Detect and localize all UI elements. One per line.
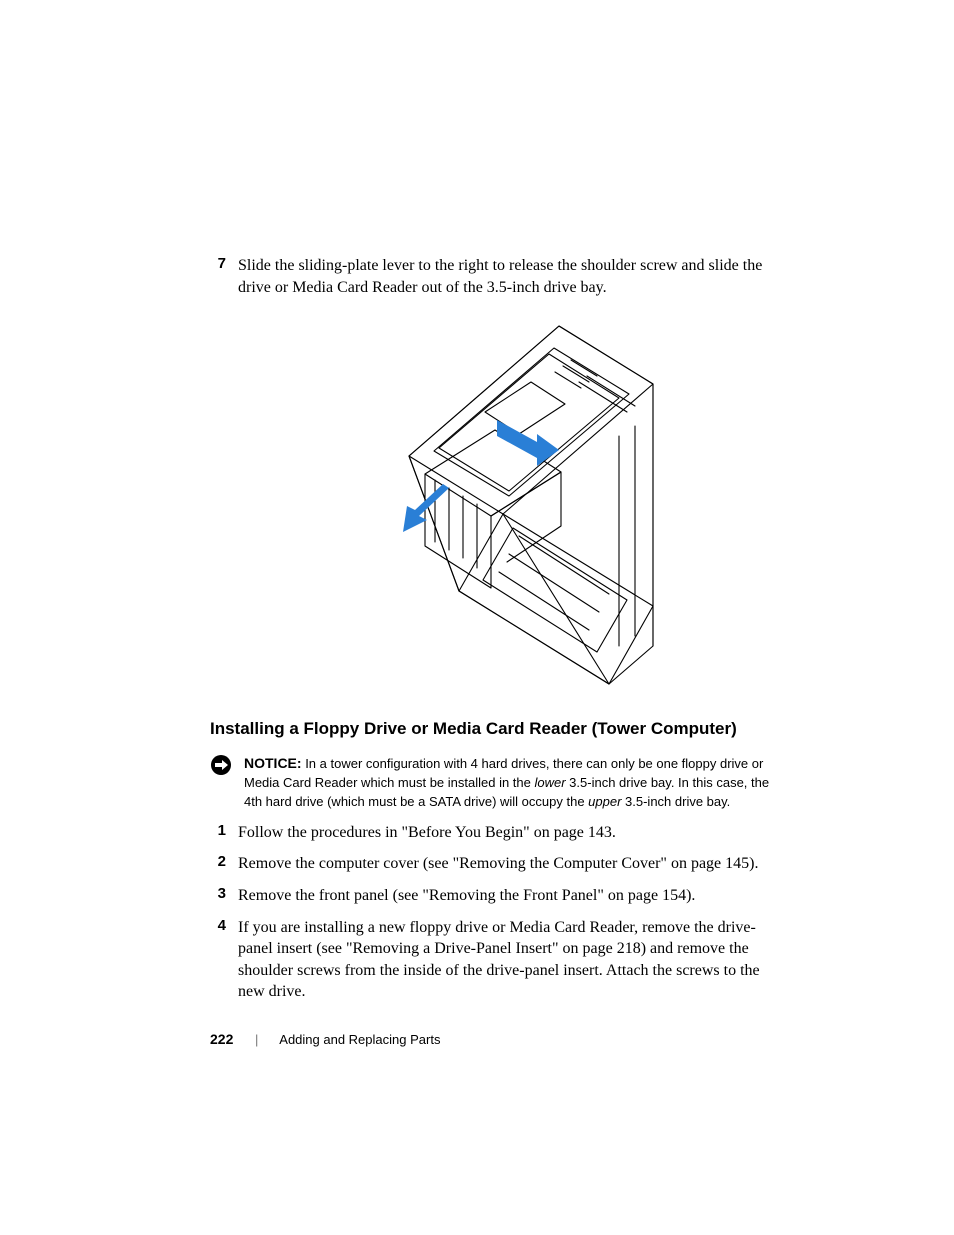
notice-italic-upper: upper	[588, 794, 621, 809]
step-3: 3Remove the front panel (see "Removing t…	[210, 885, 784, 907]
step-text: Slide the sliding-plate lever to the rig…	[238, 255, 784, 298]
step-1: 1Follow the procedures in "Before You Be…	[210, 822, 784, 844]
step-text: Remove the front panel (see "Removing th…	[238, 885, 784, 907]
footer-section-title: Adding and Replacing Parts	[279, 1032, 440, 1047]
notice-text: NOTICE: In a tower configuration with 4 …	[240, 753, 784, 812]
step-text: If you are installing a new floppy drive…	[238, 917, 784, 1003]
notice-block: NOTICE: In a tower configuration with 4 …	[210, 753, 784, 812]
notice-part-3: 3.5-inch drive bay.	[621, 794, 730, 809]
step-text: Remove the computer cover (see "Removing…	[238, 853, 784, 875]
step-number: 1	[210, 822, 238, 844]
section-heading: Installing a Floppy Drive or Media Card …	[210, 719, 784, 739]
step-2: 2Remove the computer cover (see "Removin…	[210, 853, 784, 875]
footer-separator: |	[255, 1032, 258, 1047]
page-footer: 222 | Adding and Replacing Parts	[210, 1031, 440, 1047]
figure-drive-bay	[210, 316, 784, 691]
notice-icon	[210, 753, 240, 812]
notice-italic-lower: lower	[534, 775, 565, 790]
step-4: 4If you are installing a new floppy driv…	[210, 917, 784, 1003]
notice-label: NOTICE:	[244, 755, 302, 771]
step-number: 2	[210, 853, 238, 875]
step-number: 3	[210, 885, 238, 907]
step-number: 7	[210, 255, 238, 298]
illustration-svg	[339, 316, 655, 686]
step-7: 7 Slide the sliding-plate lever to the r…	[210, 255, 784, 298]
manual-page: 7 Slide the sliding-plate lever to the r…	[0, 0, 954, 1235]
step-text: Follow the procedures in "Before You Beg…	[238, 822, 784, 844]
page-number: 222	[210, 1031, 233, 1047]
steps-list: 1Follow the procedures in "Before You Be…	[210, 822, 784, 1003]
step-number: 4	[210, 917, 238, 1003]
